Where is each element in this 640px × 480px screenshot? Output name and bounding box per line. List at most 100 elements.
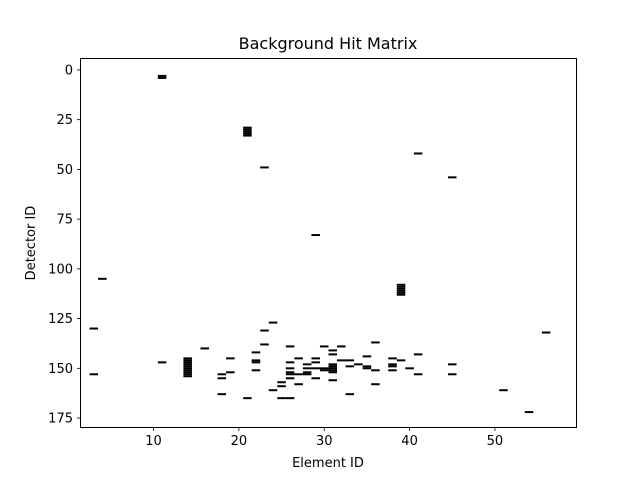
hit-cell [217,373,227,376]
x-tick-label: 50 [487,434,504,449]
x-tick-label: 40 [401,434,418,449]
hit-cell [183,359,192,362]
y-tick-label: 0 [65,63,73,78]
hit-cell [183,371,192,374]
hit-cell [396,283,406,286]
hit-cell [157,74,167,77]
hit-cell [89,327,99,330]
hit-cell [183,369,192,372]
hit-cell [217,377,227,380]
hit-cell [260,329,269,332]
hit-cell [260,166,269,169]
hit-cell [277,381,286,384]
hit-cell [243,134,252,137]
hit-cell [388,369,397,372]
hit-cell [183,375,192,378]
hit-cell [362,365,372,368]
hit-cell [311,234,320,237]
hit-cell [243,397,252,400]
hit-cell [396,291,406,294]
hit-cell [251,369,261,372]
hit-cell [89,373,99,376]
hit-cell [413,152,423,155]
x-axis: 10 20 30 40 50 [145,427,503,449]
hit-cell [371,383,380,386]
hit-cell [319,367,329,370]
hit-cell [328,379,338,382]
y-tick-label: 100 [48,262,73,277]
hit-cell [157,76,167,79]
hit-cell [328,367,338,370]
hit-cell [354,363,363,366]
hit-cell [524,411,534,414]
hit-cell [268,389,278,392]
y-axis: 0 25 50 75 100 125 150 175 [48,63,81,427]
hit-cell [251,351,261,354]
hit-cell [328,363,338,366]
hit-cell [183,357,192,360]
hit-cell [362,355,372,358]
hit-cell [277,385,286,388]
hit-cell [499,389,508,392]
hit-cell [183,361,192,364]
hit-cell [285,361,295,364]
x-tick-label: 20 [231,434,248,449]
hit-cell [345,365,355,368]
hit-cell [447,373,457,376]
hit-cell [337,345,346,348]
hit-cell [243,132,252,135]
x-tick-label: 10 [145,434,162,449]
hit-cell [311,357,320,360]
hit-cell [268,321,278,324]
hit-cell [302,371,312,374]
hit-cell [294,357,303,360]
chart-title: Background Hit Matrix [239,34,418,53]
hit-cell [328,365,338,368]
hit-cell [328,353,338,356]
y-tick-label: 75 [56,213,73,228]
hit-cell [413,353,423,356]
hit-cell [285,397,295,400]
hit-cell [319,345,329,348]
hit-cell [396,287,406,290]
hit-cell [328,369,338,372]
hit-cell [328,349,338,352]
hit-cell [447,176,457,179]
hit-cell [371,341,380,344]
hit-cell [243,128,252,131]
hit-cell [413,373,423,376]
hit-cell [319,369,329,372]
hit-cell [157,361,167,364]
hit-cell [362,367,372,370]
hit-cell [285,371,295,374]
hit-cell [311,361,320,364]
hit-cell [337,359,346,362]
hit-cell [396,359,406,362]
hit-cell [302,363,312,366]
hit-cell [251,359,261,362]
hit-cell [388,365,397,368]
hit-cells [89,74,551,414]
hit-cell [217,393,227,396]
hit-cell [311,367,320,370]
hit-cell [285,345,295,348]
hit-cell [98,277,107,280]
hit-cell [183,367,192,370]
hit-cell [302,373,312,376]
hit-cell [371,369,380,372]
hit-cell [200,347,210,350]
y-axis-label: Detector ID [24,206,39,281]
hit-cell [405,367,414,370]
hit-cell [243,130,252,133]
hit-cell [183,363,192,366]
hit-cell [183,373,192,376]
hit-cell [396,293,406,296]
hit-cell [294,373,303,376]
x-axis-label: Element ID [292,456,364,471]
plot-area [80,58,577,428]
hit-cell [328,371,338,374]
hit-cell [396,285,406,288]
hit-cell [285,377,295,380]
